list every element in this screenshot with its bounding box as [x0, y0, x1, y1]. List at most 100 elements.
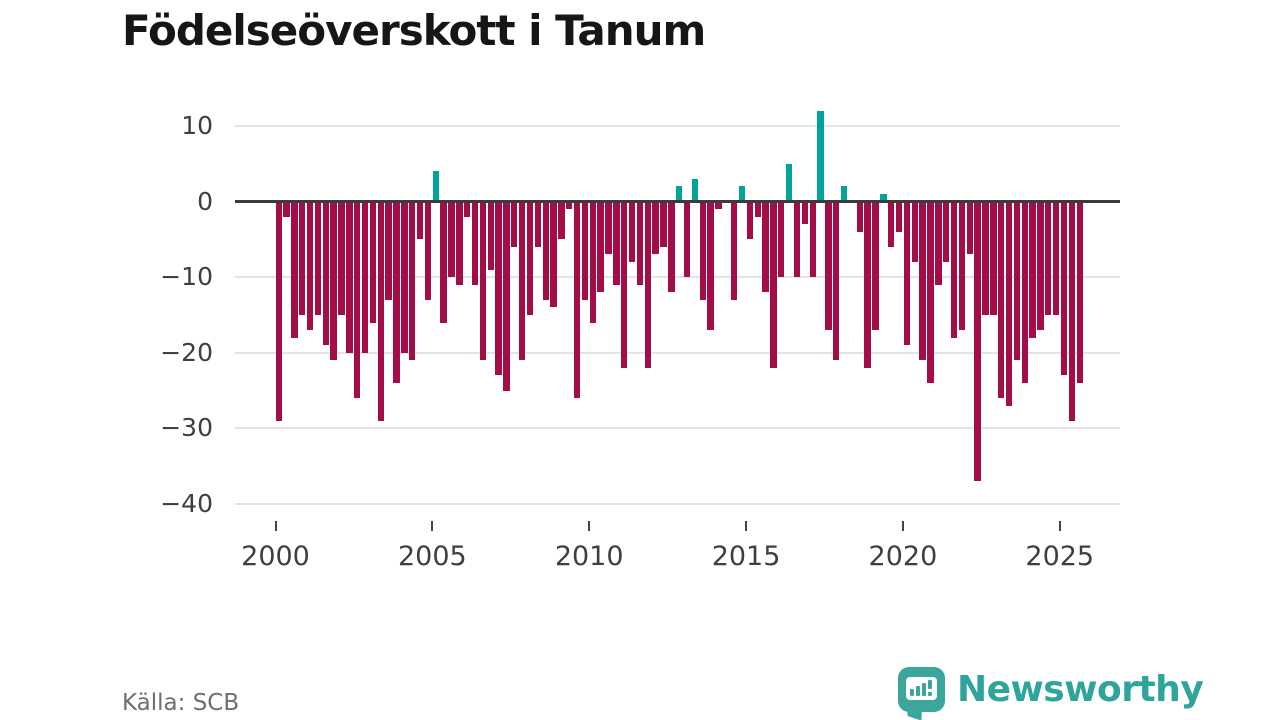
bar	[306, 201, 314, 331]
bar	[361, 201, 369, 353]
bar	[1076, 201, 1083, 384]
bar	[1005, 201, 1013, 406]
bar	[534, 201, 542, 247]
bar	[463, 201, 471, 217]
bar	[785, 163, 793, 202]
bar	[621, 201, 628, 368]
x-tick-mark	[1058, 521, 1061, 531]
bar	[346, 201, 353, 353]
bar	[754, 201, 761, 217]
bar	[660, 201, 667, 247]
bar	[652, 201, 659, 255]
bar	[1021, 201, 1028, 384]
bar	[314, 201, 322, 315]
bar	[668, 201, 675, 293]
bar	[683, 201, 691, 278]
x-tick-label: 2000	[241, 541, 310, 572]
chart-title: Födelseöverskott i Tanum	[122, 6, 706, 55]
y-tick-label: 10	[181, 110, 213, 140]
bar	[762, 201, 769, 293]
bar	[943, 201, 950, 263]
bar	[432, 171, 439, 202]
bar	[699, 201, 706, 300]
bar	[872, 201, 879, 331]
logo-bubble-tail	[907, 700, 922, 720]
x-tick-mark	[901, 521, 904, 531]
logo-text: Newsworthy	[957, 669, 1204, 710]
x-tick-mark	[274, 521, 277, 531]
y-tick-label: −30	[160, 413, 213, 443]
bar	[354, 201, 361, 399]
bar	[1068, 201, 1076, 421]
bar	[471, 201, 479, 285]
x-tick-mark	[431, 521, 434, 531]
bar	[550, 201, 557, 308]
x-tick-label: 2025	[1025, 541, 1095, 572]
bar	[479, 201, 487, 361]
bar	[911, 201, 918, 263]
bar	[597, 201, 604, 293]
y-tick-label: −20	[160, 337, 213, 367]
y-tick-label: −40	[160, 489, 213, 519]
bar	[369, 201, 377, 323]
bar	[825, 201, 832, 331]
bar	[1037, 201, 1044, 331]
bar	[950, 201, 958, 338]
newsworthy-logo[interactable]: Newsworthy	[898, 665, 1204, 720]
bar	[330, 201, 337, 361]
bar	[817, 110, 824, 202]
bar	[888, 201, 895, 247]
bar	[487, 201, 494, 270]
bar	[299, 201, 306, 315]
bar	[840, 186, 848, 202]
bar	[416, 201, 424, 240]
bar	[440, 201, 447, 323]
y-tick-label: −10	[160, 262, 213, 292]
bar	[581, 201, 589, 300]
bar	[864, 201, 871, 368]
bar	[605, 201, 612, 255]
bar	[966, 201, 973, 255]
bar	[401, 201, 408, 353]
bar	[833, 201, 840, 361]
bar	[385, 201, 392, 300]
bar	[503, 201, 510, 391]
gridline	[235, 276, 1120, 279]
bar	[448, 201, 455, 278]
bar	[715, 201, 722, 210]
bar	[613, 201, 620, 285]
bar	[495, 201, 502, 376]
x-tick-label: 2020	[868, 541, 938, 572]
bar	[322, 201, 329, 346]
bar	[856, 201, 863, 232]
bar	[801, 201, 809, 225]
bar	[275, 201, 282, 421]
bar	[456, 201, 463, 285]
bar	[974, 201, 981, 482]
bar	[518, 201, 526, 361]
bar	[1052, 201, 1060, 315]
bar	[903, 201, 911, 346]
bar	[730, 201, 738, 300]
bar	[393, 201, 400, 384]
bar	[935, 201, 942, 285]
bar	[628, 201, 636, 263]
bar	[691, 178, 699, 202]
gridline	[235, 124, 1120, 127]
zero-axis-line	[235, 200, 1120, 203]
bar	[338, 201, 345, 315]
bar	[880, 193, 887, 202]
bar	[778, 201, 785, 278]
gridline	[235, 427, 1120, 430]
logo-chart-icon	[906, 677, 937, 700]
y-tick-label: 0	[197, 186, 213, 216]
bar	[291, 201, 298, 338]
bar	[738, 186, 746, 202]
bar	[589, 201, 596, 323]
bar	[644, 201, 651, 368]
bar	[1029, 201, 1036, 338]
gridline	[235, 351, 1120, 354]
x-tick-mark	[745, 521, 748, 531]
bar	[990, 201, 997, 315]
